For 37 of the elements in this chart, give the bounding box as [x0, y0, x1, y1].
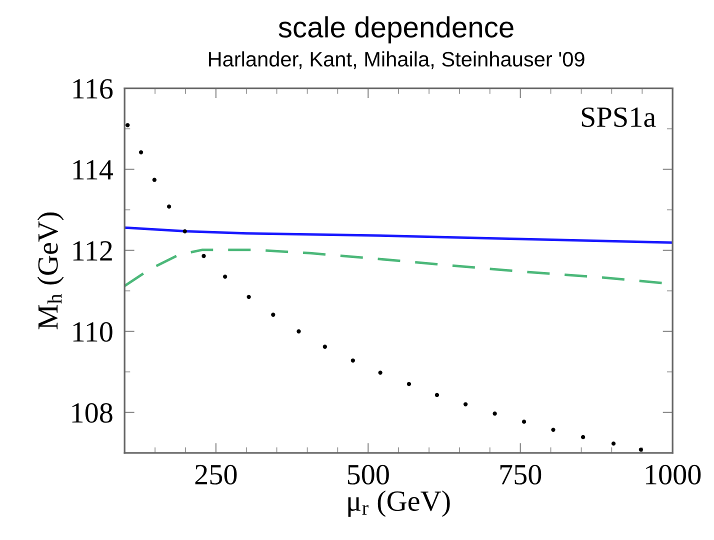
point	[611, 441, 616, 446]
annotation: SPS1a	[582, 107, 656, 128]
point	[406, 382, 412, 386]
point	[350, 358, 356, 363]
point	[522, 420, 526, 424]
chart-subtitle: Harlander, Kant, Mihaila, Steinhauser '09	[208, 51, 584, 70]
y-axis-title: M$_{h}$ (GeV)	[37, 212, 64, 330]
x-tick-label: 1000	[646, 464, 701, 485]
point	[463, 402, 468, 406]
x-axis-title: μ$_{r}$ (GeV)	[348, 490, 450, 517]
point	[182, 229, 187, 234]
point	[271, 312, 276, 317]
point	[638, 448, 644, 452]
point	[322, 344, 327, 349]
y-tick-label: 110	[73, 322, 112, 342]
point	[166, 204, 172, 209]
point	[492, 412, 497, 416]
point	[246, 294, 251, 300]
line-series	[124, 226, 673, 244]
point	[138, 150, 144, 154]
x-tick-label: 250	[195, 464, 237, 485]
x-tick-label: 750	[500, 464, 542, 485]
point	[296, 329, 301, 334]
point	[202, 254, 206, 258]
point	[126, 123, 130, 128]
point	[434, 392, 440, 398]
chart-title: scale dependence	[278, 16, 514, 44]
y-tick-label: 112	[73, 241, 112, 260]
y-tick-label: 116	[73, 79, 113, 99]
point	[581, 435, 586, 440]
y-tick-label: 114	[73, 160, 114, 180]
x-tick-label: 500	[348, 464, 389, 485]
point	[222, 274, 228, 279]
point	[551, 428, 556, 432]
y-tick-label: 108	[72, 403, 112, 423]
point	[152, 178, 157, 182]
point	[378, 370, 382, 375]
